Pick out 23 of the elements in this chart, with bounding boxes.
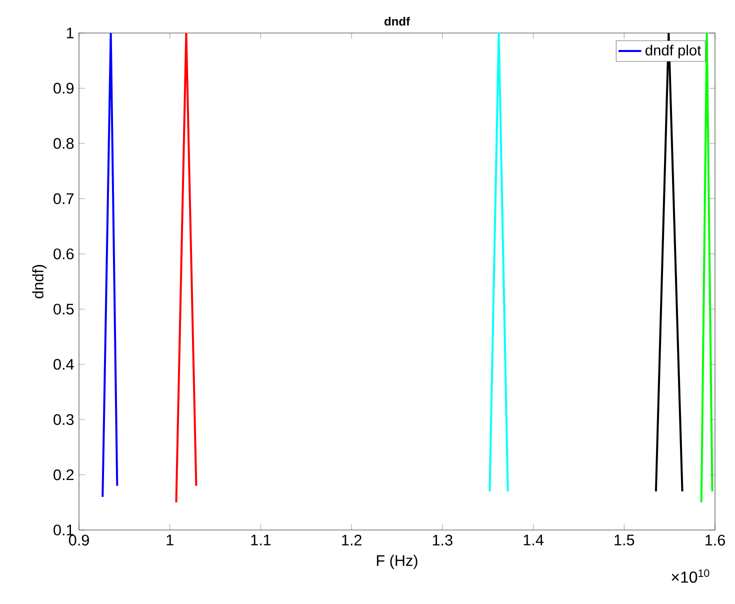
y-tick-label: 0.1 <box>54 524 74 536</box>
y-axis-title: dndf) <box>32 264 46 298</box>
y-tick-label: 0.7 <box>54 193 74 204</box>
y-tick-label: 0.2 <box>54 469 74 480</box>
x-tick-label: 1.5 <box>614 534 634 546</box>
y-tick-label: 0.6 <box>54 248 74 260</box>
legend-label: dndf plot <box>646 44 702 58</box>
y-tick-label: 1 <box>66 28 74 38</box>
y-tick-label: 0.8 <box>54 138 74 149</box>
x-tick-label: 1.4 <box>524 534 544 546</box>
y-tick-label: 0.5 <box>54 304 74 315</box>
y-tick-label: 0.3 <box>54 414 74 425</box>
x-axis-title: F (Hz) <box>376 554 418 570</box>
x-tick-label: 1 <box>166 534 174 546</box>
y-tick-label: 0.9 <box>54 82 74 94</box>
x-tick-label: 0.9 <box>68 534 89 546</box>
x-tick-label: 1.3 <box>432 534 452 546</box>
text: ×10$^{10}$ <box>672 569 710 583</box>
x-tick-label: 1.6 <box>706 534 725 546</box>
x-tick-label: 1.2 <box>342 534 362 546</box>
x-tick-label: 1.1 <box>251 534 271 546</box>
y-tick-label: 0.4 <box>54 358 74 370</box>
chart-title: dndf <box>384 16 410 26</box>
